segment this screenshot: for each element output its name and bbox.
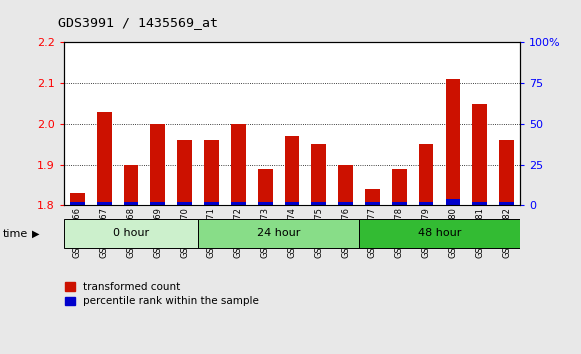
Bar <box>204 140 219 205</box>
Bar <box>97 202 112 205</box>
Bar <box>285 136 299 205</box>
Bar <box>419 144 433 205</box>
Bar <box>70 202 85 205</box>
Bar <box>311 202 326 205</box>
Text: 0 hour: 0 hour <box>113 228 149 238</box>
Legend: transformed count, percentile rank within the sample: transformed count, percentile rank withi… <box>60 278 263 311</box>
Bar <box>258 202 272 205</box>
Bar <box>150 202 165 205</box>
Bar <box>124 202 138 205</box>
Bar <box>285 202 299 205</box>
Bar <box>338 202 353 205</box>
Bar <box>472 104 487 205</box>
Bar <box>365 202 380 205</box>
Bar <box>177 202 192 205</box>
Bar <box>392 169 407 205</box>
Bar <box>392 202 407 205</box>
Bar <box>258 169 272 205</box>
Bar <box>150 124 165 205</box>
Bar <box>177 140 192 205</box>
FancyBboxPatch shape <box>64 219 198 248</box>
Bar <box>499 202 514 205</box>
Bar <box>70 193 85 205</box>
Bar <box>419 202 433 205</box>
Text: ▶: ▶ <box>32 229 40 239</box>
Bar <box>311 144 326 205</box>
Bar <box>365 189 380 205</box>
Bar <box>446 199 460 205</box>
Bar <box>472 202 487 205</box>
Text: time: time <box>3 229 28 239</box>
Bar <box>204 202 219 205</box>
Text: 24 hour: 24 hour <box>257 228 300 238</box>
Text: GDS3991 / 1435569_at: GDS3991 / 1435569_at <box>58 16 218 29</box>
Bar <box>97 112 112 205</box>
FancyBboxPatch shape <box>198 219 359 248</box>
Bar <box>231 202 246 205</box>
FancyBboxPatch shape <box>359 219 520 248</box>
Bar <box>499 140 514 205</box>
Bar <box>231 124 246 205</box>
Bar <box>338 165 353 205</box>
Bar <box>124 165 138 205</box>
Text: 48 hour: 48 hour <box>418 228 461 238</box>
Bar <box>446 79 460 205</box>
